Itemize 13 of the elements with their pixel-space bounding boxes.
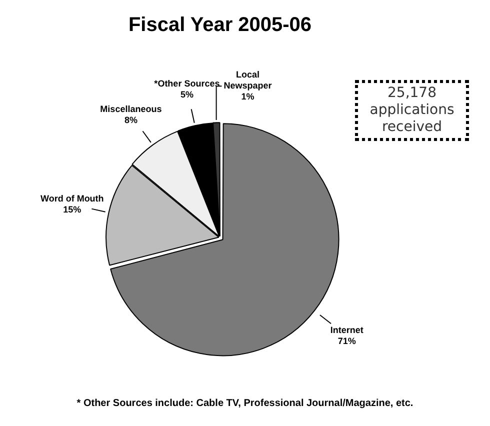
slice-label: Word of Mouth [40, 193, 104, 204]
chart-title: Fiscal Year 2005-06 [127, 14, 313, 37]
slice-label: Miscellaneous [100, 104, 162, 114]
data-label: 1% [241, 92, 254, 102]
data-label: 71% [338, 336, 356, 346]
data-label: 8% [124, 114, 138, 125]
slice-label: Internet [330, 324, 364, 335]
data-label: 15% [63, 204, 82, 214]
text: * Other Sources include: Cable TV, Professional Journal/Magazine, etc. [76, 398, 414, 409]
text: 25,178 applications received [355, 80, 469, 141]
slice-label: Local Newspaper [224, 70, 272, 91]
slice-label: *Other Sources [154, 78, 220, 89]
data-label: 5% [180, 90, 194, 100]
